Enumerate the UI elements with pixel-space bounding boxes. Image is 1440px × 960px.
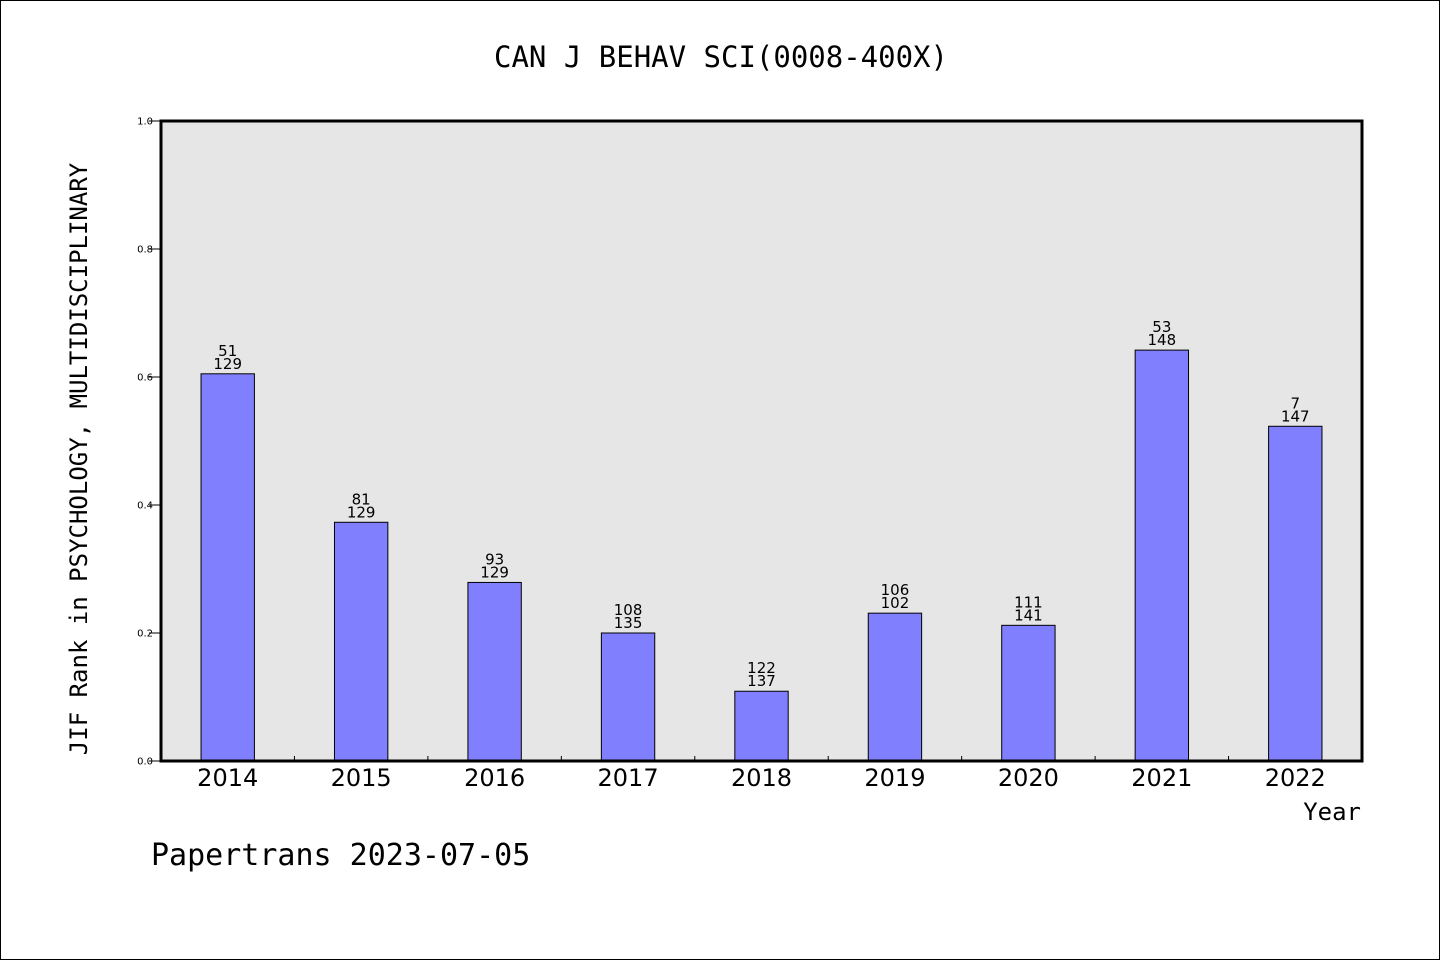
bar bbox=[333, 521, 389, 762]
y-axis-title: JIF Rank in PSYCHOLOGY, MULTIDISCIPLINAR… bbox=[65, 162, 93, 755]
footer-credit: Papertrans 2023-07-05 bbox=[151, 838, 530, 873]
bar bbox=[467, 581, 522, 762]
x-tick-label: 2017 bbox=[598, 764, 659, 792]
x-tick-label: 2022 bbox=[1265, 764, 1326, 792]
bar bbox=[600, 632, 656, 762]
y-tick-label: 1.0 bbox=[137, 117, 153, 128]
bar bbox=[1001, 624, 1056, 762]
bar-label-total: 129 bbox=[213, 355, 242, 373]
bar bbox=[867, 612, 923, 762]
bar-label-total: 129 bbox=[347, 503, 376, 521]
bar bbox=[1268, 425, 1323, 762]
y-tick-label: 0.8 bbox=[137, 245, 153, 256]
bar-label-total: 147 bbox=[1281, 407, 1310, 425]
bar-label-total: 137 bbox=[747, 672, 776, 690]
x-tick-label: 2016 bbox=[464, 764, 525, 792]
x-tick-label: 2019 bbox=[864, 764, 925, 792]
bar-label-rank: 51 bbox=[218, 342, 237, 360]
ticks-layer: 0.0 0.2 0.4 0.6 0.8 1.0 2014 2015 2016 2017 2018 20… bbox=[137, 117, 1326, 793]
x-tick-label: 2018 bbox=[731, 764, 792, 792]
bar-label-total: 135 bbox=[614, 614, 643, 632]
bar bbox=[734, 690, 789, 762]
bar-label-rank: 111 bbox=[1014, 593, 1043, 611]
bar-label-rank: 53 bbox=[1152, 318, 1171, 336]
bar-label-total: 102 bbox=[881, 594, 910, 612]
bar-label-total: 129 bbox=[480, 563, 509, 581]
x-tick-label: 2021 bbox=[1131, 764, 1192, 792]
bar-label-total: 141 bbox=[1014, 606, 1043, 624]
bar-label-rank: 122 bbox=[747, 659, 776, 677]
chart-title: CAN J BEHAV SCI(0008-400X) bbox=[494, 40, 948, 74]
x-axis-title: Year bbox=[1303, 798, 1361, 826]
bar-label-rank: 108 bbox=[614, 601, 643, 619]
y-tick-label: 0.4 bbox=[137, 501, 153, 512]
y-tick-label: 0.0 bbox=[137, 757, 153, 768]
y-tick-label: 0.2 bbox=[137, 629, 153, 640]
bar-label-total: 148 bbox=[1148, 331, 1177, 349]
x-tick-label: 2014 bbox=[197, 764, 258, 792]
bar-label-rank: 106 bbox=[881, 581, 910, 599]
bar-label-rank: 93 bbox=[485, 550, 504, 568]
bar bbox=[1134, 349, 1190, 762]
bar-label-rank: 7 bbox=[1291, 394, 1301, 412]
x-tick-label: 2020 bbox=[998, 764, 1059, 792]
y-tick-label: 0.6 bbox=[137, 373, 153, 384]
bar-label-rank: 81 bbox=[352, 490, 371, 508]
bar bbox=[200, 373, 255, 762]
x-tick-label: 2015 bbox=[331, 764, 392, 792]
plot-frame bbox=[159, 119, 1364, 763]
